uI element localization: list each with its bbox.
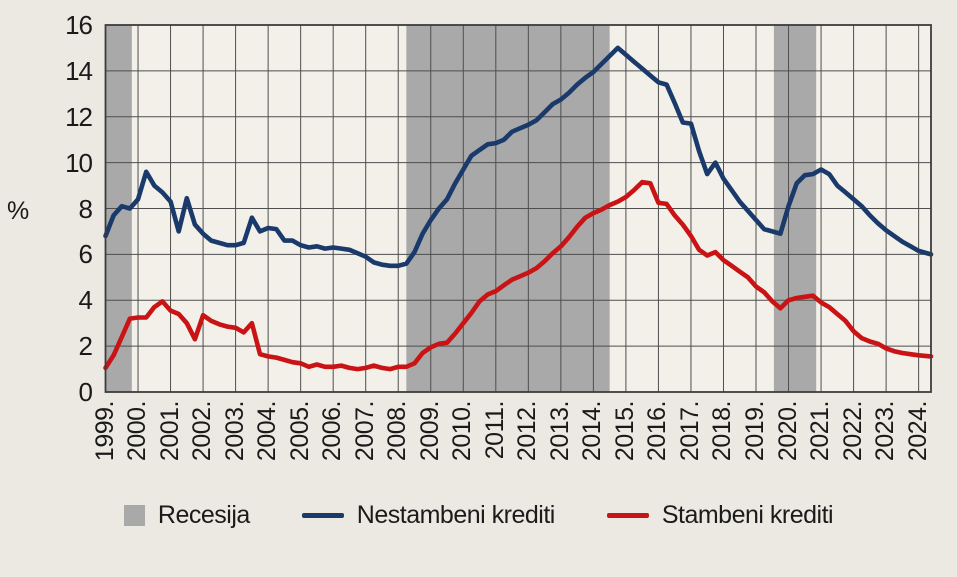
x-tick-label: 2022.	[838, 401, 867, 462]
x-tick-label: 2010.	[448, 401, 477, 462]
x-tick-label: 2011.	[480, 401, 509, 460]
x-tick-label: 2017.	[675, 401, 704, 462]
x-tick-label: 2023.	[871, 401, 900, 462]
x-tick-label: 2002.	[188, 401, 217, 462]
x-tick-label: 2020.	[773, 401, 802, 462]
x-tick-label: 2019.	[741, 401, 769, 462]
series-line-stambeni-krediti	[103, 179, 934, 372]
x-tick-label: 2003.	[220, 401, 249, 462]
y-tick-label: 4	[78, 285, 93, 316]
y-tick-label: 8	[78, 193, 93, 224]
legend-item-stambeni: Stambeni krediti	[606, 501, 834, 530]
legend-label-nestambeni: Nestambeni krediti	[356, 501, 556, 529]
x-tick-label: 2014.	[578, 401, 607, 462]
stambeni-line-swatch-icon	[606, 513, 649, 518]
y-axis-unit-label: %	[7, 197, 29, 225]
x-tick-label: 2015.	[610, 401, 639, 462]
x-tick-label: 2012.	[513, 401, 542, 462]
legend-label-recesija: Recesija	[157, 501, 250, 529]
x-tick-label: 1999.	[90, 401, 119, 462]
legend-item-nestambeni: Nestambeni krediti	[301, 501, 556, 530]
y-tick-label: 14	[65, 55, 93, 86]
y-tick-label: 12	[65, 101, 93, 132]
series-line-nestambeni-krediti	[103, 45, 934, 269]
y-tick-label: 6	[78, 239, 93, 270]
x-tick-label: 2021.	[806, 401, 835, 462]
y-tick-label: 16	[65, 10, 93, 40]
legend-label-stambeni: Stambeni krediti	[661, 501, 834, 529]
y-tick-label: 0	[78, 377, 93, 407]
x-tick-label: 2016.	[643, 401, 672, 462]
legend: Recesija Nestambeni krediti Stambeni kre…	[0, 501, 957, 530]
x-tick-label: 2000.	[123, 401, 152, 462]
nestambeni-line-swatch-icon	[301, 513, 344, 518]
x-tick-label: 2005.	[285, 401, 314, 462]
x-tick-label: 2006.	[318, 401, 347, 462]
y-tick-label: 2	[78, 331, 93, 362]
y-tick-label: 10	[65, 147, 93, 178]
legend-item-recesija: Recesija	[123, 501, 250, 530]
x-tick-label: 2024.	[903, 401, 932, 462]
x-tick-label: 2008.	[383, 401, 412, 462]
x-tick-label: 2007.	[350, 401, 379, 462]
recession-swatch-icon	[123, 505, 145, 526]
plot-border	[104, 24, 932, 393]
x-tick-label: 2018.	[708, 401, 737, 462]
x-tick-label: 2001.	[155, 401, 184, 462]
x-tick-label: 2009.	[415, 401, 444, 462]
x-tick-label: 2013.	[545, 401, 574, 462]
x-tick-label: 2004.	[253, 401, 282, 462]
